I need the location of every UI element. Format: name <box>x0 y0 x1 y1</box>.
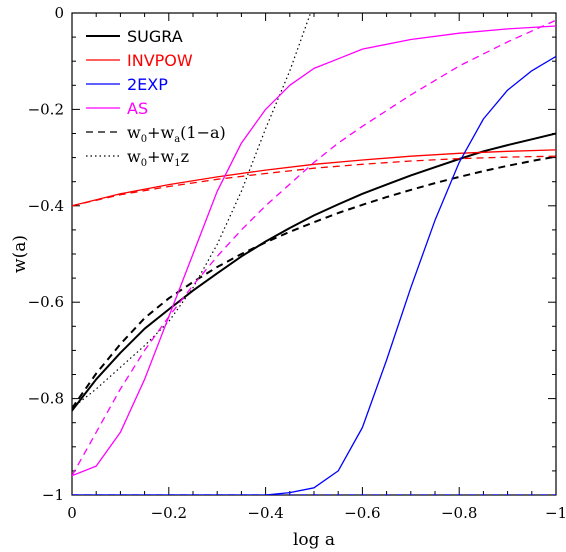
x-tick-label: −0.2 <box>151 504 187 522</box>
x-tick-label: −0.8 <box>441 504 477 522</box>
legend-label-cpl: w0+wa(1−a) <box>127 123 226 145</box>
y-tick-label: −0.2 <box>28 100 64 118</box>
series-line-sugra-solid <box>72 132 556 412</box>
series-lines <box>72 13 556 495</box>
x-axis-label: log a <box>293 530 335 550</box>
legend-label-invpow: INVPOW <box>127 51 193 70</box>
series-line-invpow-solid <box>72 149 556 207</box>
x-tick-label: 0 <box>67 504 77 522</box>
legend-label-linear: w0+w1z <box>127 147 189 169</box>
y-tick-label: −0.6 <box>28 293 64 311</box>
y-tick-label: −1 <box>42 486 64 504</box>
y-tick-label: −0.4 <box>28 197 64 215</box>
series-line-sugra-dashed <box>72 155 556 409</box>
tick-marks <box>71 12 557 496</box>
y-tick-label: −0.8 <box>28 390 64 408</box>
series-line-sugra-dotted <box>72 13 312 409</box>
tick-labels: 0 −0.2 −0.4 −0.6 −0.8 −10−0.2−0.4−0.6−0.8−1 <box>28 4 566 522</box>
legend-label-as: AS <box>127 99 148 118</box>
y-axis-label: w(a) <box>10 235 30 273</box>
legend: SUGRA INVPOW 2EXP AS w0+wa(1−a) w0+w1z <box>86 27 226 169</box>
series-line-invpow-dashed <box>72 155 556 207</box>
x-tick-label: −1 <box>545 504 566 522</box>
x-tick-label: −0.6 <box>344 504 380 522</box>
series-line-2exp-solid <box>72 55 556 495</box>
y-tick-label: 0 <box>54 4 64 22</box>
legend-label-sugra: SUGRA <box>127 27 183 46</box>
legend-label-2exp: 2EXP <box>127 75 168 94</box>
series-line-as-solid <box>72 25 556 477</box>
x-tick-label: −0.4 <box>247 504 283 522</box>
